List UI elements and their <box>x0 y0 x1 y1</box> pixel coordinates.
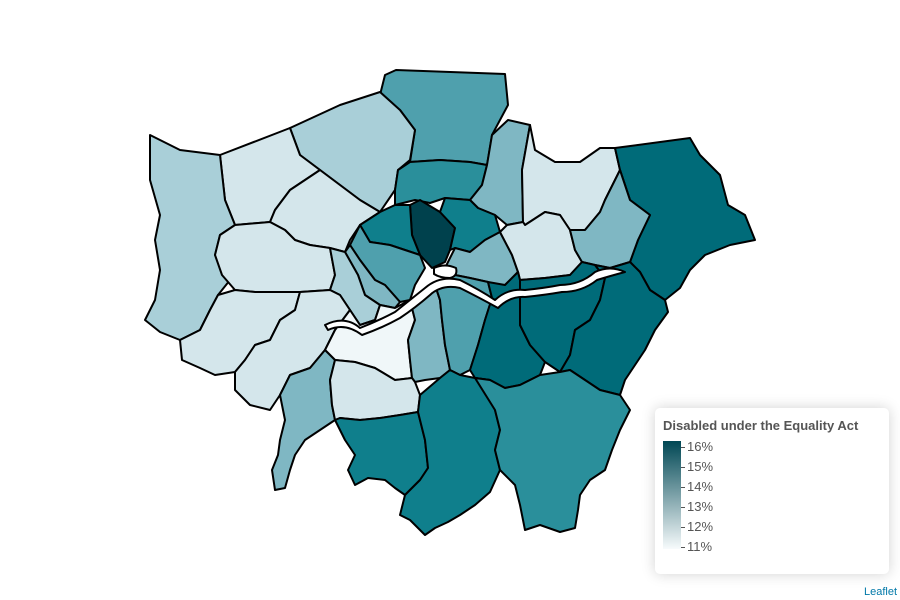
legend-color-ramp <box>663 441 681 549</box>
legend-label-13: 13% <box>687 499 714 514</box>
river-thames <box>324 267 626 336</box>
borough-north-waltham[interactable] <box>469 119 531 226</box>
legend-label-14: 14% <box>687 479 714 494</box>
map-legend: Disabled under the Equality Act 16% 15% … <box>655 408 889 574</box>
legend-label-12: 12% <box>687 519 714 534</box>
river-thames-east <box>433 264 458 279</box>
borough-south-croydon[interactable] <box>399 369 501 536</box>
legend-tick <box>681 527 685 528</box>
legend-label-16: 16% <box>687 439 714 454</box>
legend-tick <box>681 487 685 488</box>
legend-tick <box>681 547 685 548</box>
leaflet-attribution-link[interactable]: Leaflet <box>863 586 897 598</box>
legend-tick <box>681 507 685 508</box>
legend-tick <box>681 467 685 468</box>
legend-tick <box>681 447 685 448</box>
borough-far-south-east-bexley[interactable] <box>559 261 669 396</box>
legend-title: Disabled under the Equality Act <box>663 418 859 433</box>
legend-label-15: 15% <box>687 459 714 474</box>
legend-scale: 16% 15% 14% 13% 12% 11% <box>663 439 881 554</box>
legend-label-11: 11% <box>687 539 713 554</box>
borough-south-east-bromley[interactable] <box>474 369 631 533</box>
borough-south-sutton[interactable] <box>334 411 429 496</box>
